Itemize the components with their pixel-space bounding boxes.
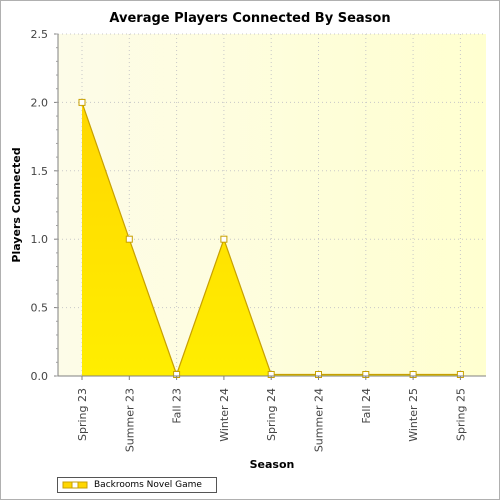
x-tick-label: Fall 23: [171, 388, 184, 424]
x-tick-label: Winter 25: [407, 388, 420, 442]
x-axis-label: Season: [250, 458, 295, 471]
legend: Backrooms Novel Game: [57, 477, 217, 493]
y-tick-label: 2.5: [31, 28, 49, 41]
legend-swatch: [62, 481, 88, 489]
x-tick-label: Summer 23: [123, 388, 136, 452]
y-tick-label: 0.5: [31, 302, 49, 315]
data-point: [78, 98, 86, 106]
x-tick-label: Spring 23: [76, 388, 89, 441]
y-axis-ticks: 0.0 0.5 1.0 1.5 2.0 2.5: [31, 28, 58, 383]
y-tick-label: 0.0: [31, 370, 49, 383]
y-tick-label: 1.0: [31, 233, 49, 246]
x-tick-label: Summer 24: [313, 388, 326, 452]
data-point: [220, 235, 228, 243]
y-tick-label: 2.0: [31, 96, 49, 109]
x-tick-label: Spring 24: [265, 388, 278, 441]
x-tick-label: Winter 24: [218, 388, 231, 442]
legend-label: Backrooms Novel Game: [94, 480, 202, 490]
series-area: [82, 102, 461, 377]
data-point: [125, 235, 133, 243]
area-layer: [78, 98, 464, 378]
y-axis-label: Players Connected: [10, 147, 23, 262]
chart-title: Average Players Connected By Season: [109, 11, 390, 26]
x-tick-label: Fall 24: [360, 388, 373, 424]
x-axis-ticks: Spring 23 Summer 23 Fall 23 Winter 24 Spring…: [76, 376, 467, 452]
x-tick-label: Spring 25: [454, 388, 467, 441]
y-tick-label: 1.5: [31, 165, 49, 178]
